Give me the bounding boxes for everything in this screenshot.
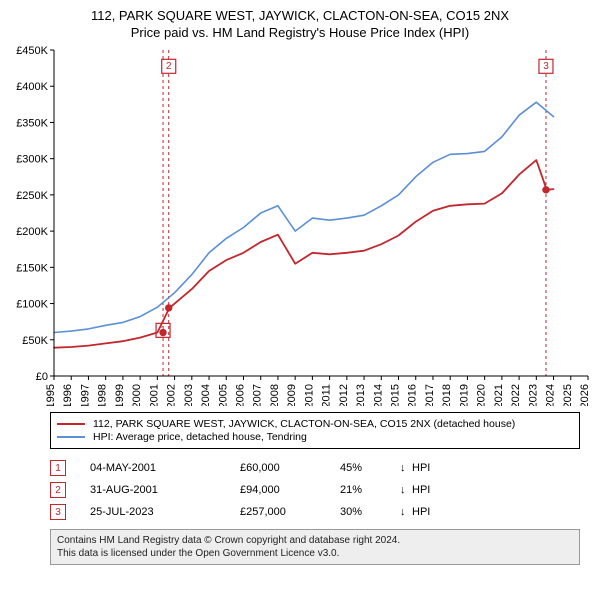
sale-date: 04-MAY-2001 [90,462,240,474]
svg-text:£300K: £300K [16,154,48,166]
sales-table: 1 04-MAY-2001 £60,000 45% ↓ HPI 2 31-AUG… [50,457,580,523]
svg-text:2015: 2015 [390,384,402,406]
svg-text:2006: 2006 [234,384,246,406]
svg-text:2004: 2004 [200,384,212,406]
sale-marker-icon: 1 [50,460,66,476]
sale-marker-icon: 2 [50,482,66,498]
svg-text:2008: 2008 [269,384,281,406]
svg-text:2014: 2014 [372,384,384,406]
svg-text:2022: 2022 [510,384,522,406]
svg-text:2003: 2003 [183,384,195,406]
table-row: 3 25-JUL-2023 £257,000 30% ↓ HPI [50,501,580,523]
svg-text:2021: 2021 [493,384,505,406]
chart-svg: £0 £50K £100K £150K £200K £250K £300K £350K £400… [8,46,592,406]
svg-text:2023: 2023 [527,384,539,406]
svg-text:2017: 2017 [424,384,436,406]
svg-text:£250K: £250K [16,190,48,202]
svg-text:2018: 2018 [441,384,453,406]
svg-text:2009: 2009 [286,384,298,406]
arrow-down-icon: ↓ [400,484,412,496]
footnote-line: This data is licensed under the Open Gov… [57,547,573,560]
title-address: 112, PARK SQUARE WEST, JAYWICK, CLACTON-… [8,8,592,23]
legend-swatch [57,423,85,425]
svg-text:2026: 2026 [579,384,591,406]
svg-text:£150K: £150K [16,262,48,274]
svg-text:2010: 2010 [303,384,315,406]
svg-text:2024: 2024 [545,384,557,406]
legend-row: 112, PARK SQUARE WEST, JAYWICK, CLACTON-… [57,418,573,430]
svg-text:2025: 2025 [562,384,574,406]
svg-text:1995: 1995 [45,384,57,406]
svg-text:2000: 2000 [131,384,143,406]
sale-vs: HPI [412,462,452,474]
sale-date: 31-AUG-2001 [90,484,240,496]
sale-price: £60,000 [240,462,340,474]
sale-date: 25-JUL-2023 [90,506,240,518]
legend-label: 112, PARK SQUARE WEST, JAYWICK, CLACTON-… [93,418,515,430]
svg-text:2007: 2007 [252,384,264,406]
figure-container: 112, PARK SQUARE WEST, JAYWICK, CLACTON-… [0,0,600,571]
svg-text:1999: 1999 [114,384,126,406]
svg-text:3: 3 [543,61,549,72]
footnote: Contains HM Land Registry data © Crown c… [50,529,580,565]
svg-text:2001: 2001 [148,384,160,406]
svg-text:£450K: £450K [16,46,48,57]
sale-diff: 30% [340,506,400,518]
table-row: 1 04-MAY-2001 £60,000 45% ↓ HPI [50,457,580,479]
table-row: 2 31-AUG-2001 £94,000 21% ↓ HPI [50,479,580,501]
svg-text:1998: 1998 [97,384,109,406]
sale-vs: HPI [412,484,452,496]
sale-price: £94,000 [240,484,340,496]
sale-diff: 21% [340,484,400,496]
svg-text:1997: 1997 [79,384,91,406]
svg-text:2: 2 [166,61,172,72]
sale-diff: 45% [340,462,400,474]
legend-label: HPI: Average price, detached house, Tend… [93,431,307,443]
svg-text:2005: 2005 [217,384,229,406]
title-block: 112, PARK SQUARE WEST, JAYWICK, CLACTON-… [8,8,592,40]
legend: 112, PARK SQUARE WEST, JAYWICK, CLACTON-… [50,412,580,449]
title-subtitle: Price paid vs. HM Land Registry's House … [8,25,592,40]
svg-text:£100K: £100K [16,299,48,311]
svg-text:£0: £0 [36,371,48,383]
svg-text:2013: 2013 [355,384,367,406]
arrow-down-icon: ↓ [400,506,412,518]
svg-text:£400K: £400K [16,81,48,93]
svg-text:2011: 2011 [321,384,333,406]
svg-text:£50K: £50K [22,335,48,347]
svg-text:2016: 2016 [407,384,419,406]
svg-text:2012: 2012 [338,384,350,406]
legend-row: HPI: Average price, detached house, Tend… [57,431,573,443]
svg-text:2019: 2019 [458,384,470,406]
svg-text:2002: 2002 [166,384,178,406]
svg-text:2020: 2020 [476,384,488,406]
footnote-line: Contains HM Land Registry data © Crown c… [57,534,573,547]
arrow-down-icon: ↓ [400,462,412,474]
sale-price: £257,000 [240,506,340,518]
sale-marker-icon: 3 [50,504,66,520]
svg-text:£200K: £200K [16,226,48,238]
legend-swatch [57,436,85,438]
sale-vs: HPI [412,506,452,518]
line-chart: £0 £50K £100K £150K £200K £250K £300K £350K £400… [8,46,592,406]
svg-text:1996: 1996 [62,384,74,406]
svg-text:£350K: £350K [16,117,48,129]
